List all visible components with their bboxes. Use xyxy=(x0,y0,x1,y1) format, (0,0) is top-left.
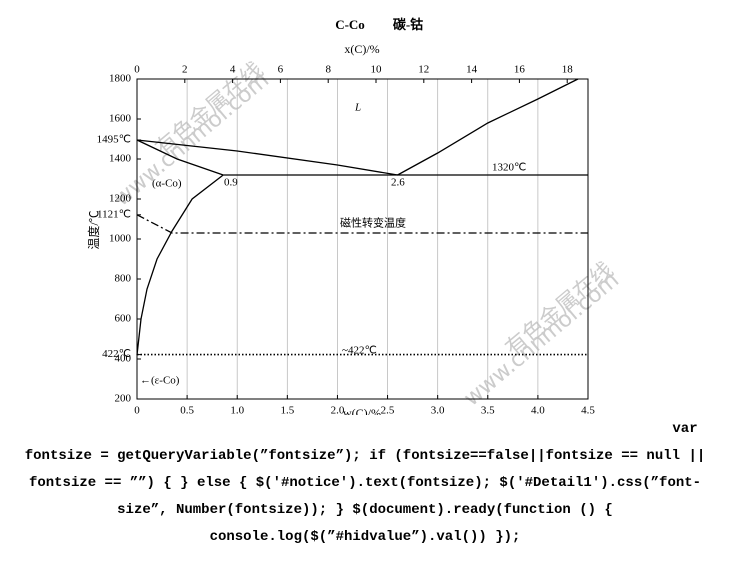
phase-line xyxy=(136,139,224,176)
annotation: ~422℃ xyxy=(342,345,377,357)
x-tick-label: 4.5 xyxy=(581,405,595,415)
x2-tick-label: 12 xyxy=(418,64,429,76)
y-tick-label: 1400 xyxy=(109,153,132,165)
x-tick-label: 0.5 xyxy=(180,405,194,415)
annotation: 1320℃ xyxy=(492,162,526,174)
annotation: 磁性转变温度 xyxy=(340,216,406,230)
x2-tick-label: 0 xyxy=(134,64,140,76)
x2-tick-label: 16 xyxy=(514,64,526,76)
x-axis-label: w(C)/% xyxy=(343,406,381,415)
x-tick-label: 4.0 xyxy=(531,405,545,415)
chart: C-Co 碳-钴 x(C)/% w(C)/% 温度/℃ 有色金属在线www.cn… xyxy=(86,17,624,415)
y-tick-label: 1200 xyxy=(109,193,132,205)
y-tick-label: 1495℃ xyxy=(97,134,131,146)
phase-line xyxy=(136,214,588,234)
x2-tick-label: 10 xyxy=(371,64,383,76)
x2-tick-label: 2 xyxy=(182,64,188,76)
annotation: (α-Co) xyxy=(152,178,182,190)
x-tick-label: 1.0 xyxy=(230,405,244,415)
x-tick-label: 2.0 xyxy=(331,405,345,415)
x-tick-label: 0 xyxy=(134,405,140,415)
x2-axis-label: x(C)/% xyxy=(344,42,379,56)
y-tick-label: 200 xyxy=(115,393,132,405)
y-tick-label: 1000 xyxy=(109,233,132,245)
annotation: 0.9 xyxy=(224,177,238,189)
chart-subtitle: 碳-钴 xyxy=(393,17,423,32)
y-tick-label: 600 xyxy=(115,313,132,325)
phase-line xyxy=(136,174,224,356)
x2-tick-label: 4 xyxy=(230,64,236,76)
annotation: 2.6 xyxy=(391,177,405,189)
x2-tick-label: 14 xyxy=(466,64,478,76)
y-tick-label: 422℃ xyxy=(102,348,131,360)
x-tick-label: 3.0 xyxy=(431,405,445,415)
watermark: www.cnnmol.com xyxy=(109,68,274,212)
code-text: var fontsize = getQueryVariable(”fontsiz… xyxy=(24,421,706,545)
y-tick-label: 1600 xyxy=(109,113,132,125)
x-tick-label: 2.5 xyxy=(381,405,395,415)
phase-line xyxy=(397,78,579,176)
x2-tick-label: 6 xyxy=(278,64,284,76)
x-tick-label: 1.5 xyxy=(280,405,294,415)
chart-title: C-Co xyxy=(335,17,365,32)
y-axis-label: 温度/℃ xyxy=(86,210,101,249)
x2-tick-label: 8 xyxy=(325,64,331,76)
y-tick-label: 800 xyxy=(115,273,132,285)
annotation: ←(ε-Co) xyxy=(140,375,180,387)
plot-frame xyxy=(136,78,589,400)
x-tick-label: 3.5 xyxy=(481,405,495,415)
phase-line xyxy=(136,139,398,176)
watermark: www.cnnmol.com xyxy=(459,268,624,412)
y-tick-label: 1121℃ xyxy=(97,208,131,220)
x2-tick-label: 18 xyxy=(562,64,574,76)
y-tick-label: 1800 xyxy=(109,73,132,85)
annotation: L xyxy=(354,102,361,114)
y-tick-label: 400 xyxy=(115,353,132,365)
